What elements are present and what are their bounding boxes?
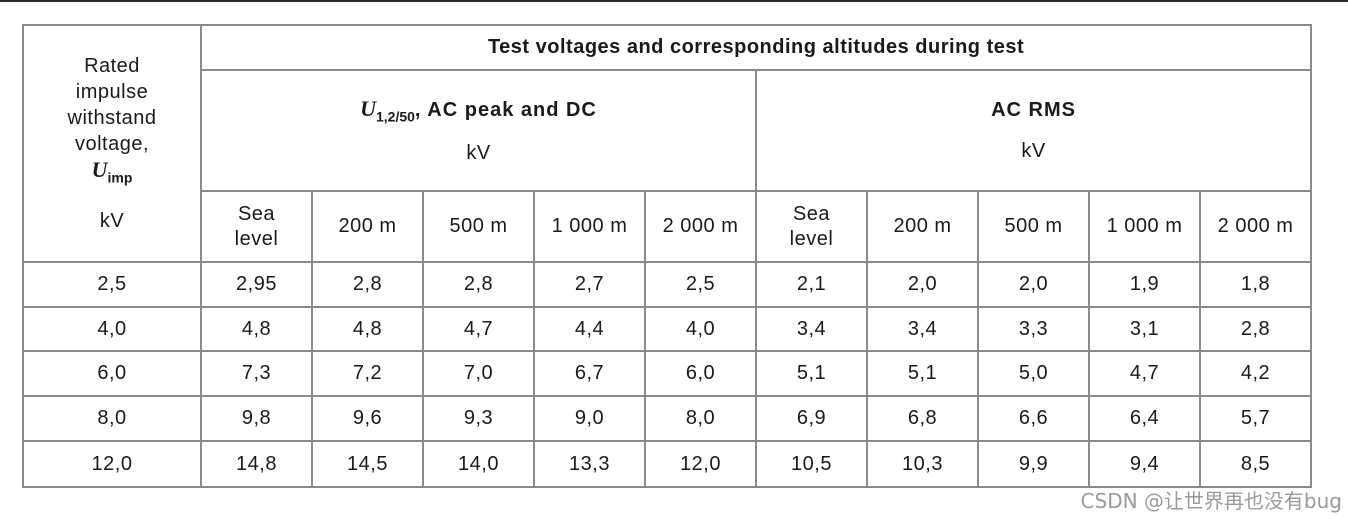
table-cell: 9,0 [533, 395, 646, 442]
table-cell: 4,2 [1198, 350, 1313, 397]
table-cell: 7,2 [311, 350, 424, 397]
table-cell: 2,8 [1198, 306, 1313, 352]
table-cell: 8,0 [644, 395, 757, 442]
table-cell: 2,8 [311, 261, 424, 308]
table-cell: 5,7 [1198, 395, 1313, 442]
altitude-header-2000m: 2 000 m [644, 190, 757, 263]
table-cell: 13,3 [533, 440, 646, 488]
table-cell: 9,8 [200, 395, 313, 442]
table-cell: 4,7 [422, 306, 535, 352]
table-cell: 6,0 [22, 350, 202, 397]
table-cell: 6,0 [644, 350, 757, 397]
group-symbol-peak: U1,2/50 [360, 95, 415, 125]
group-title-rms: AC RMS [991, 98, 1076, 121]
table-cell: 9,9 [977, 440, 1090, 488]
table-cell: 9,4 [1088, 440, 1201, 488]
table-cell: 2,7 [533, 261, 646, 308]
altitude-header-sea-level-rms: Sea level [755, 190, 868, 263]
table-cell: 1,8 [1198, 261, 1313, 308]
altitude-header-2000m-rms: 2 000 m [1198, 190, 1313, 263]
corner-unit: kV [99, 210, 125, 233]
corner-line-1: Rated [84, 54, 140, 77]
table-cell: 8,5 [1198, 440, 1313, 488]
group-header-rms: AC RMS kV [754, 69, 1313, 192]
table-cell: 12,0 [644, 440, 757, 488]
table-row: 2,5 2,95 2,8 2,8 2,7 2,5 2,1 2,0 2,0 1,9… [22, 261, 1313, 308]
table-cell: 4,8 [311, 306, 424, 352]
table-cell: 3,1 [1088, 306, 1201, 352]
altitude-header-1000m-rms: 1 000 m [1088, 190, 1201, 263]
table-cell: 2,5 [644, 261, 757, 308]
table-cell: 6,6 [977, 395, 1090, 442]
table-cell: 2,0 [866, 261, 979, 308]
table-cell: 14,5 [311, 440, 424, 488]
table-cell: 5,1 [866, 350, 979, 397]
altitude-header-200m-rms: 200 m [866, 190, 979, 263]
table-cell: 4,4 [533, 306, 646, 352]
group-title-peak: U1,2/50, AC peak and DC [360, 95, 597, 125]
table-cell: 9,6 [311, 395, 424, 442]
table-cell: 4,8 [200, 306, 313, 352]
test-voltage-table: Rated impulse withstand voltage, Uimp kV… [22, 24, 1313, 488]
table-row: 8,0 9,8 9,6 9,3 9,0 8,0 6,9 6,8 6,6 6,4 … [22, 395, 1313, 442]
watermark-text: CSDN @让世界再也没有bug [1080, 489, 1342, 513]
table-cell: 10,3 [866, 440, 979, 488]
group-header-peak: U1,2/50, AC peak and DC kV [200, 69, 757, 192]
corner-line-4: voltage, [74, 132, 150, 155]
corner-line-3: withstand [67, 106, 157, 129]
table-cell: 8,0 [22, 395, 202, 442]
table-cell: 2,95 [200, 261, 313, 308]
table-cell: 2,0 [977, 261, 1090, 308]
altitude-header-500m-rms: 500 m [977, 190, 1090, 263]
table-cell: 3,3 [977, 306, 1090, 352]
table-cell: 3,4 [755, 306, 868, 352]
table-cell: 12,0 [22, 440, 202, 488]
table-cell: 5,1 [755, 350, 868, 397]
table-cell: 6,8 [866, 395, 979, 442]
top-rule [0, 0, 1348, 2]
table-cell: 6,9 [755, 395, 868, 442]
main-header: Test voltages and corresponding altitude… [199, 24, 1313, 71]
table-cell: 2,1 [755, 261, 868, 308]
table-cell: 3,4 [866, 306, 979, 352]
corner-symbol: Uimp [91, 156, 133, 186]
table-row: 4,0 4,8 4,8 4,7 4,4 4,0 3,4 3,4 3,3 3,1 … [22, 306, 1313, 352]
altitude-header-sea-level: Sea level [200, 190, 313, 263]
table-cell: 9,3 [422, 395, 535, 442]
corner-header-cell: Rated impulse withstand voltage, Uimp kV [22, 24, 202, 263]
table-cell: 2,8 [422, 261, 535, 308]
altitude-header-500m: 500 m [422, 190, 535, 263]
table-cell: 2,5 [22, 261, 202, 308]
table-row: 6,0 7,3 7,2 7,0 6,7 6,0 5,1 5,1 5,0 4,7 … [22, 350, 1313, 397]
table-cell: 4,0 [644, 306, 757, 352]
altitude-header-200m: 200 m [311, 190, 424, 263]
table-row: 12,0 14,8 14,5 14,0 13,3 12,0 10,5 10,3 … [22, 440, 1313, 488]
table-cell: 7,3 [200, 350, 313, 397]
altitude-header-1000m: 1 000 m [533, 190, 646, 263]
table-cell: 7,0 [422, 350, 535, 397]
table-cell: 5,0 [977, 350, 1090, 397]
table-cell: 14,0 [422, 440, 535, 488]
table-cell: 14,8 [200, 440, 313, 488]
table-cell: 6,4 [1088, 395, 1201, 442]
group-unit-rms: kV [1021, 139, 1046, 162]
table-cell: 10,5 [755, 440, 868, 488]
group-unit-peak: kV [466, 142, 491, 165]
table-cell: 1,9 [1088, 261, 1201, 308]
table-cell: 4,7 [1088, 350, 1201, 397]
table-cell: 4,0 [22, 306, 202, 352]
corner-line-2: impulse [75, 80, 149, 103]
table-cell: 6,7 [533, 350, 646, 397]
